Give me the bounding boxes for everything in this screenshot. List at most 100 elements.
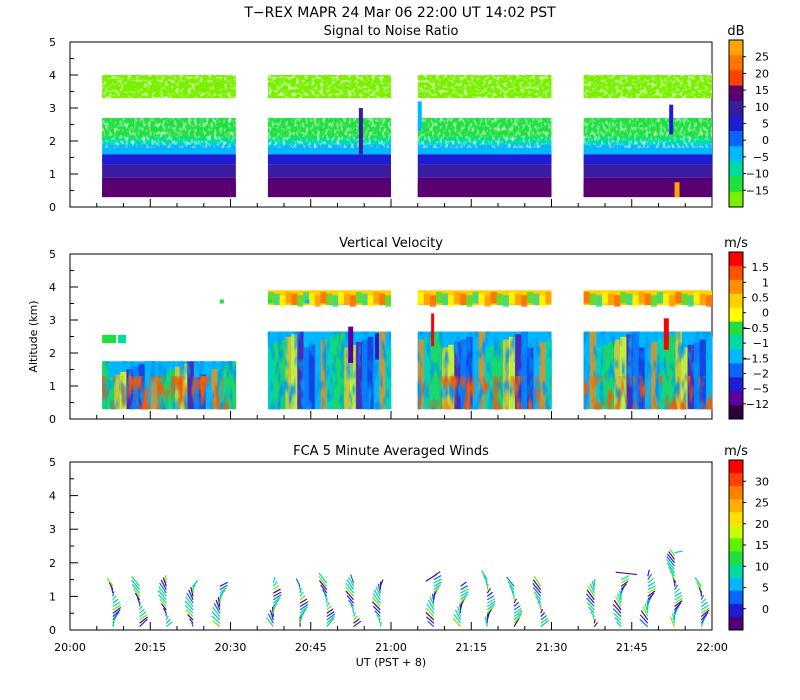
vv-upper-cell <box>466 295 473 307</box>
wind-barb <box>700 611 709 621</box>
wind-barb <box>696 581 702 590</box>
wind-barb <box>272 594 282 601</box>
colorbar-unit: m/s <box>724 236 748 251</box>
wind-barb <box>486 605 495 614</box>
wind-barb <box>318 580 328 591</box>
wind-barb <box>189 618 194 624</box>
snr-layer <box>417 154 552 165</box>
wind-barb <box>671 613 676 624</box>
wind-barb <box>350 604 355 611</box>
wind-barb <box>425 607 435 617</box>
wind-barb <box>486 600 496 607</box>
vv-upper-cell <box>601 291 609 304</box>
vv-upper-cell <box>663 293 670 306</box>
wind-barb <box>165 575 167 584</box>
vv-upper-cell <box>355 291 362 304</box>
wind-barb <box>674 600 683 607</box>
colorbar-tick-label: 15 <box>755 539 769 552</box>
colorbar-swatch <box>729 391 743 406</box>
y-tick-label: 1 <box>49 168 56 181</box>
wind-barb <box>158 594 167 604</box>
wind-barb <box>511 590 515 597</box>
wind-barb <box>590 611 595 617</box>
colorbar-tick-label: −5 <box>753 383 769 396</box>
snr-speckle <box>583 111 712 148</box>
wind-barb <box>139 611 147 618</box>
wind-barb <box>353 618 360 624</box>
y-tick-label: 0 <box>49 413 56 426</box>
wind-barb <box>160 579 167 590</box>
x-tick-label: 21:45 <box>616 641 648 654</box>
vv-upper-cell <box>478 293 485 306</box>
wind-barb <box>139 608 145 614</box>
wind-barb <box>620 583 627 591</box>
y-tick-label: 4 <box>49 281 56 294</box>
wind-barb <box>373 589 381 601</box>
colorbar-swatch <box>729 499 743 513</box>
colorbar-swatch <box>729 321 743 336</box>
colorbar-tick-label: 10 <box>755 101 769 114</box>
wind-barb <box>615 571 638 576</box>
wind-barb <box>321 589 328 597</box>
colorbar-swatch <box>729 349 743 364</box>
wind-barb <box>266 617 274 627</box>
wind-barb <box>345 590 355 601</box>
vv-upper-cell <box>675 291 682 304</box>
vv-segment <box>102 334 237 410</box>
x-tick-label: 21:15 <box>455 641 487 654</box>
wind-barb <box>112 595 117 601</box>
colorbar-swatch <box>729 603 743 618</box>
snr-plume <box>669 104 674 135</box>
snr-speckle <box>417 68 552 102</box>
wind-barb <box>460 595 467 604</box>
y-tick-label: 5 <box>49 248 56 261</box>
y-tick-label: 0 <box>49 624 56 637</box>
wind-barb <box>513 602 520 607</box>
colorbar-swatch <box>729 460 743 474</box>
wind-barb <box>159 582 167 594</box>
vv-upper-cell <box>320 291 327 304</box>
snr-segment <box>583 68 712 198</box>
colorbar-tick-label: −5 <box>753 151 769 164</box>
colorbar-swatch <box>729 525 743 539</box>
colorbar-tick-label: 25 <box>755 497 769 510</box>
wind-barb <box>160 603 167 611</box>
snr-layer <box>583 144 712 155</box>
wind-barb <box>452 618 461 628</box>
vv-upper-cell <box>472 291 479 304</box>
colorbar-swatch <box>729 252 743 267</box>
snr-layer <box>583 182 712 198</box>
wind-barb <box>593 622 598 628</box>
vv-upper-cell <box>429 295 436 307</box>
wind-barb <box>615 596 622 607</box>
colorbar-tick-label: 0 <box>762 603 769 616</box>
wind-barb <box>272 581 278 587</box>
wind-barb <box>346 579 355 591</box>
snr-layer <box>267 154 391 165</box>
wind-profile <box>295 578 309 627</box>
wind-barb <box>345 586 355 597</box>
panel-title: Signal to Noise Ratio <box>324 24 459 39</box>
panel-title: Vertical Velocity <box>339 236 443 251</box>
vv-upper-cell <box>326 293 333 306</box>
colorbar-tick-label: −12 <box>746 398 769 411</box>
colorbar-swatch <box>729 40 743 56</box>
x-tick-label: 20:30 <box>215 641 247 654</box>
wind-barb <box>433 574 442 581</box>
colorbar-frame <box>728 251 744 420</box>
wind-barb <box>698 586 702 594</box>
wind-barb <box>219 581 229 587</box>
wind-barb <box>371 596 381 607</box>
snr-layer <box>417 144 552 155</box>
wind-barb <box>191 622 194 627</box>
colorbar-swatch <box>729 146 743 162</box>
wind-barb <box>460 593 469 601</box>
colorbar-tick-label: 20 <box>755 518 769 531</box>
wind-barb <box>540 608 544 614</box>
wind-barb <box>185 609 194 617</box>
wind-barb <box>427 620 435 628</box>
wind-barb <box>112 609 121 618</box>
colorbar-swatch <box>729 100 743 117</box>
wind-barb <box>320 584 328 594</box>
wind-profile <box>666 549 683 627</box>
